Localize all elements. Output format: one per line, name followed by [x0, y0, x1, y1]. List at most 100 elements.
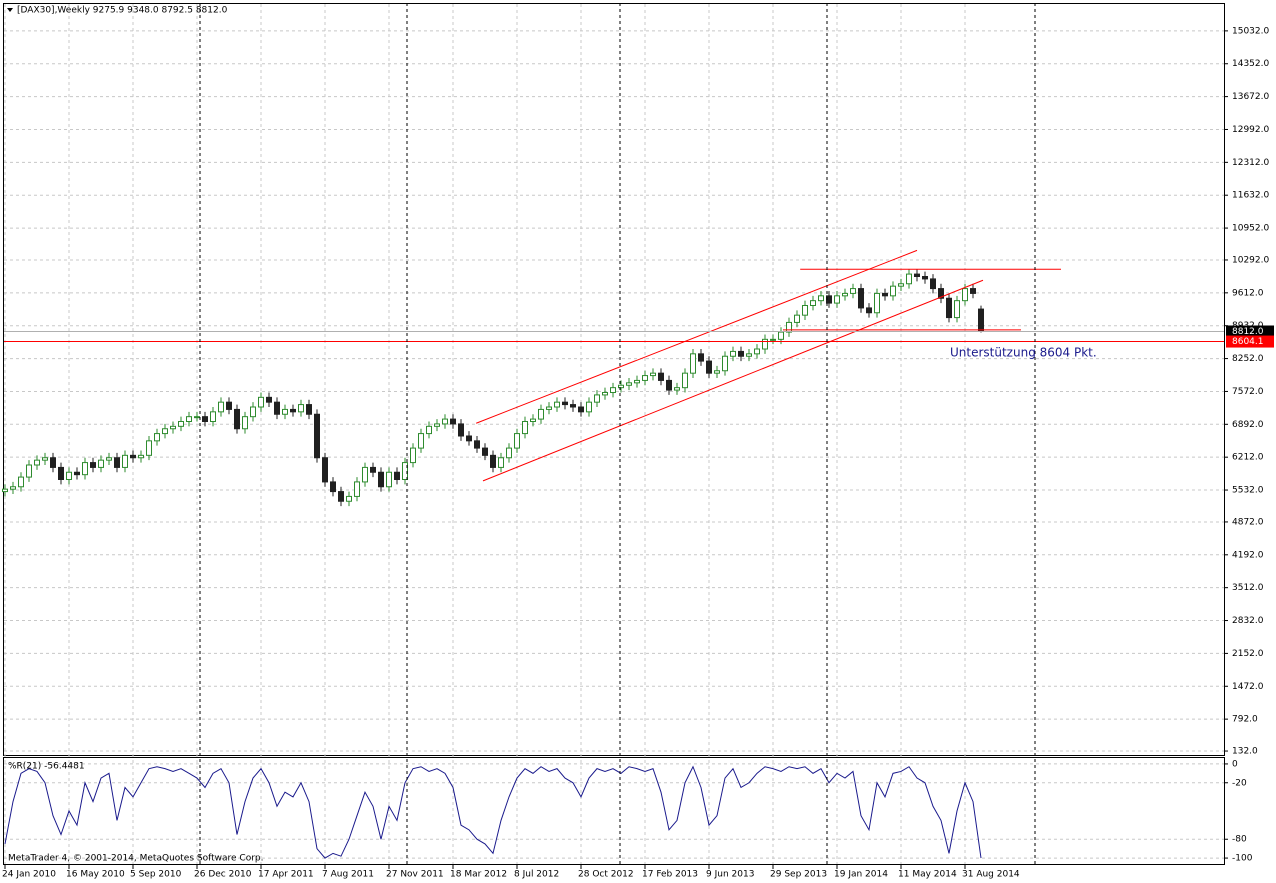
candle-body — [354, 481, 360, 497]
candle-body — [610, 387, 616, 394]
y-tick-label: 4192.0 — [1232, 550, 1264, 560]
price-label-box — [1226, 325, 1274, 338]
y-tick-label: 12312.0 — [1232, 158, 1269, 168]
price-label: 8604.1 — [1232, 337, 1264, 347]
candle-body — [890, 285, 896, 297]
x-tick-label: 5 Sep 2010 — [130, 870, 182, 880]
candle-body — [970, 288, 976, 294]
candle-body — [458, 423, 464, 437]
x-tick-label: 16 May 2010 — [66, 870, 125, 880]
candle-body — [26, 464, 32, 478]
indicator-frame — [3, 757, 1225, 865]
candle-body — [114, 457, 120, 468]
candle-body — [274, 401, 280, 415]
y-tick-label: 132.0 — [1232, 747, 1258, 757]
y-tick-label: 3512.0 — [1232, 583, 1264, 593]
candle-body — [938, 288, 944, 299]
candle-body — [962, 288, 968, 302]
candle-body — [682, 372, 688, 389]
candle-body — [618, 384, 624, 389]
candle-body — [866, 307, 872, 314]
candle-body — [242, 416, 248, 430]
y-tick-label: 8252.0 — [1232, 354, 1264, 364]
candle-body — [802, 305, 808, 316]
y-tick-label: 15032.0 — [1232, 26, 1269, 36]
y-tick-label: 13672.0 — [1232, 92, 1269, 102]
candle-body — [778, 331, 784, 340]
candle-body — [362, 466, 368, 483]
y-tick-label: 4872.0 — [1232, 517, 1264, 527]
x-tick-label: 27 Nov 2011 — [386, 870, 444, 880]
candle-body — [666, 379, 672, 391]
candle-body — [490, 454, 496, 468]
y-tick-label: 7572.0 — [1232, 387, 1264, 397]
candle-body — [162, 428, 168, 435]
y-tick-label: 10952.0 — [1232, 224, 1269, 234]
y-tick-label: 8932.0 — [1232, 321, 1264, 331]
candle-body — [714, 370, 720, 374]
candle-body — [698, 353, 704, 362]
candle-body — [562, 401, 568, 406]
candle-body — [322, 457, 328, 483]
candle-body — [898, 283, 904, 287]
candle-body — [706, 360, 712, 374]
candle-body — [786, 321, 792, 333]
candle-body — [634, 379, 640, 384]
candle-body — [466, 435, 472, 442]
copyright: MetaTrader 4, © 2001-2014, MetaQuotes So… — [8, 854, 264, 864]
candle-body — [770, 338, 776, 341]
candle-body — [34, 459, 40, 466]
x-tick-label: 26 Dec 2010 — [194, 870, 252, 880]
y-tick-label: 2832.0 — [1232, 616, 1264, 626]
candle-body — [818, 295, 824, 302]
candle-body — [650, 372, 656, 377]
candle-body — [298, 404, 304, 413]
menu-arrow[interactable] — [7, 8, 13, 12]
candle-body — [330, 481, 336, 493]
candle-body — [946, 297, 952, 319]
candle-body — [250, 406, 256, 418]
candle-body — [858, 288, 864, 309]
candle-body — [434, 423, 440, 427]
candle-body — [370, 466, 376, 473]
candle-body — [922, 276, 928, 280]
candle-body — [730, 350, 736, 357]
candle-body — [498, 457, 504, 468]
candle-body — [202, 416, 208, 423]
candle-body — [954, 300, 960, 319]
candle-body — [874, 292, 880, 314]
y-tick-label: -80 — [1232, 835, 1247, 845]
candle-body — [186, 416, 192, 423]
candle-body — [394, 471, 400, 481]
candle-body — [306, 404, 312, 415]
candle-body — [450, 418, 456, 425]
chart-title: [DAX30],Weekly 9275.9 9348.0 8792.5 8812… — [17, 6, 228, 16]
candle-body — [218, 401, 224, 413]
x-tick-label: 7 Aug 2011 — [322, 870, 374, 880]
candle-body — [122, 454, 128, 468]
trendline — [476, 249, 918, 424]
x-tick-label: 28 Oct 2012 — [578, 870, 634, 880]
candle-body — [690, 353, 696, 374]
candle-body — [290, 408, 296, 413]
y-tick-label: 14352.0 — [1232, 59, 1269, 69]
candle-body — [98, 459, 104, 468]
trendline — [482, 279, 984, 482]
y-tick-label: 12992.0 — [1232, 125, 1269, 135]
candle-body — [10, 486, 16, 490]
candle-body — [74, 471, 80, 476]
y-tick-label: 11632.0 — [1232, 191, 1269, 201]
candle-body — [538, 408, 544, 420]
candle-body — [594, 394, 600, 403]
candle-body — [58, 466, 64, 481]
candle-body — [338, 491, 344, 502]
candle-body — [82, 462, 88, 476]
candle-body — [546, 406, 552, 410]
candle-body — [18, 476, 24, 488]
candle-body — [386, 471, 392, 488]
candle-body — [378, 471, 384, 488]
candle-body — [50, 457, 56, 468]
candle-body — [234, 408, 240, 430]
x-tick-label: 19 Jan 2014 — [834, 870, 888, 880]
candle-body — [146, 440, 152, 456]
